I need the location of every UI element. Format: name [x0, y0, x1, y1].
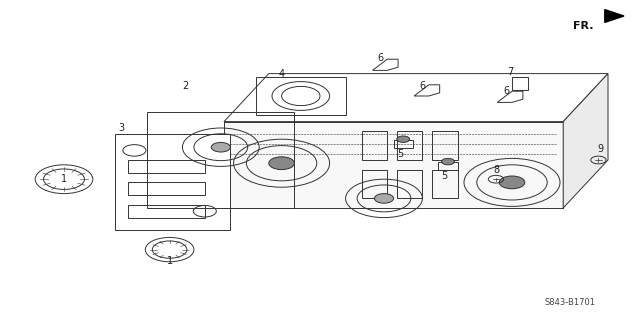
- Text: 5: 5: [397, 148, 403, 159]
- Bar: [512, 77, 528, 90]
- Circle shape: [211, 142, 230, 152]
- Text: 6: 6: [378, 52, 384, 63]
- Polygon shape: [497, 91, 523, 102]
- Text: S843-B1701: S843-B1701: [544, 298, 595, 307]
- Polygon shape: [372, 59, 398, 70]
- Polygon shape: [115, 134, 230, 230]
- Text: 3: 3: [118, 123, 125, 133]
- Text: 1: 1: [61, 174, 67, 184]
- Polygon shape: [224, 122, 563, 208]
- Bar: [397, 170, 422, 198]
- Circle shape: [269, 157, 294, 170]
- Bar: [432, 170, 458, 198]
- Bar: [432, 131, 458, 160]
- Text: 6: 6: [419, 81, 426, 92]
- Bar: [438, 162, 458, 170]
- Polygon shape: [414, 85, 440, 96]
- Circle shape: [499, 176, 525, 189]
- Text: 7: 7: [508, 67, 514, 77]
- Bar: [394, 140, 413, 148]
- Text: 6: 6: [504, 86, 510, 96]
- Circle shape: [442, 158, 454, 165]
- Bar: [128, 182, 205, 195]
- Text: FR.: FR.: [573, 21, 593, 31]
- Text: 4: 4: [278, 68, 285, 79]
- Text: 9: 9: [597, 144, 604, 154]
- Polygon shape: [224, 74, 608, 122]
- Text: 1: 1: [166, 256, 173, 266]
- Bar: [362, 131, 387, 160]
- Bar: [256, 77, 346, 115]
- Text: 2: 2: [182, 81, 189, 92]
- Bar: [128, 160, 205, 173]
- Bar: [128, 205, 205, 218]
- Text: 8: 8: [493, 164, 499, 175]
- Text: 5: 5: [442, 171, 448, 181]
- Polygon shape: [563, 74, 608, 208]
- Bar: [362, 170, 387, 198]
- Bar: [397, 131, 422, 160]
- Circle shape: [397, 136, 410, 142]
- Circle shape: [374, 194, 394, 203]
